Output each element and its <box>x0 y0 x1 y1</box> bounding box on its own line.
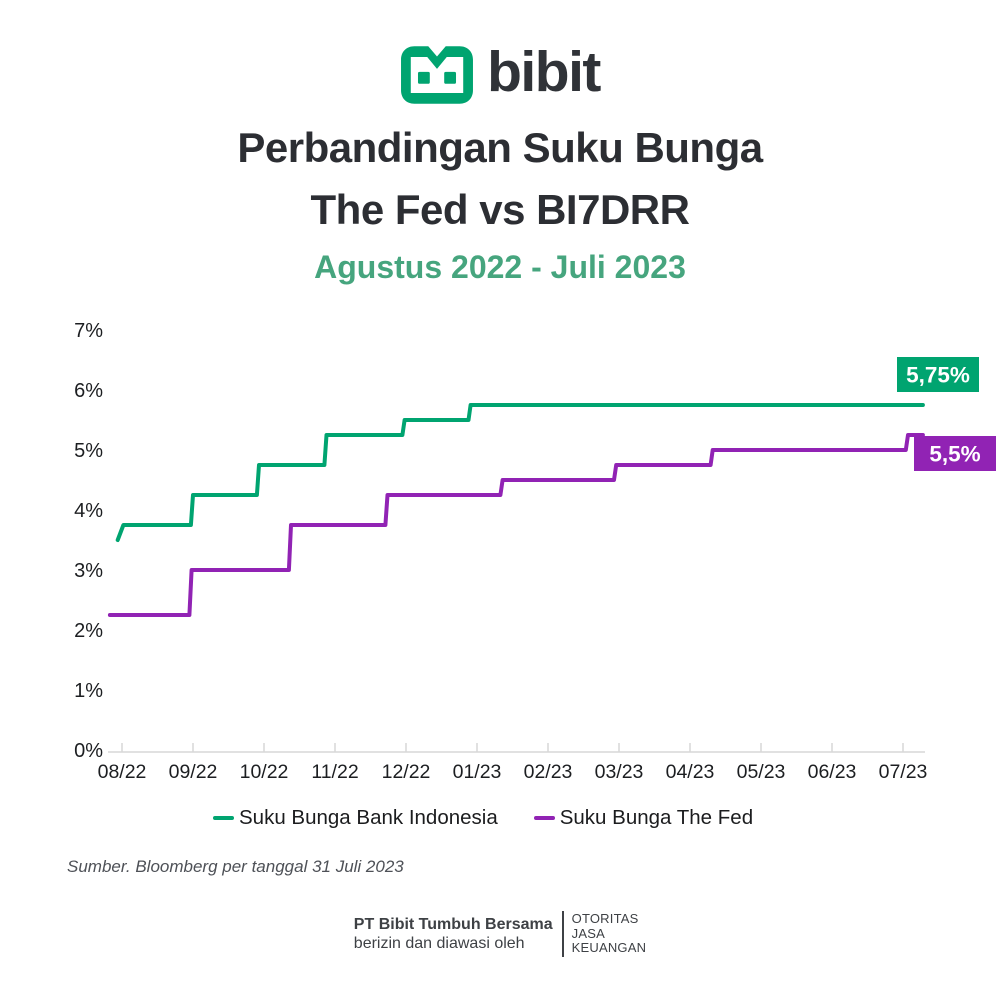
legend-dash-green <box>213 816 234 820</box>
y-tick-label: 2% <box>74 620 103 642</box>
x-tick-label: 01/23 <box>453 761 502 783</box>
x-tick-label: 11/22 <box>311 761 358 783</box>
x-tick-label: 08/22 <box>98 761 147 783</box>
chart-line-bi7drr <box>115 403 925 542</box>
y-tick-label: 3% <box>74 560 103 582</box>
x-tick-label: 10/22 <box>240 761 289 783</box>
chart-period-subtitle: Agustus 2022 - Juli 2023 <box>314 249 686 285</box>
x-tick-label: 04/23 <box>666 761 715 783</box>
brand-logo: bibit <box>0 44 1000 105</box>
legend-item-bank-indonesia: Suku Bunga Bank Indonesia <box>213 806 498 830</box>
y-tick-label: 1% <box>74 680 103 702</box>
x-tick-label: 12/22 <box>382 761 431 783</box>
y-tick-label: 0% <box>74 740 103 762</box>
chart-svg: 08/22 09/22 10/22 11/22 12/22 01/23 02/23 03/23… <box>74 320 996 783</box>
footer: PT Bibit Tumbuh Bersama berizin dan diaw… <box>0 911 1000 957</box>
brand-wordmark: bibit <box>487 40 601 104</box>
source-note: Sumber. Bloomberg per tanggal 31 Juli 20… <box>67 857 404 876</box>
chart-legend: Suku Bunga Bank Indonesia Suku Bunga The… <box>213 806 753 830</box>
x-tick-label: 03/23 <box>595 761 644 783</box>
footer-company-text: PT Bibit Tumbuh Bersama berizin dan diaw… <box>354 915 562 953</box>
x-tick-label: 06/23 <box>808 761 857 783</box>
y-tick-label: 6% <box>74 380 103 402</box>
bibit-logo-icon <box>401 45 474 104</box>
legend-item-the-fed: Suku Bunga The Fed <box>533 806 754 830</box>
footer-company-license: berizin dan diawasi oleh <box>353 935 525 952</box>
legend-label: Suku Bunga Bank Indonesia <box>239 806 498 829</box>
y-tick-label: 5% <box>74 440 103 462</box>
end-badge-label-fed: 5,5% <box>929 442 980 467</box>
y-tick-label: 7% <box>74 320 103 342</box>
x-tick-label: 05/23 <box>737 761 786 783</box>
regulator-ojk-text: OTORITAS JASA KEUANGAN <box>564 912 647 956</box>
end-badge-bi7drr <box>897 357 979 392</box>
legend-dash-purple <box>533 816 555 820</box>
page-title-line2: The Fed vs BI7DRR <box>310 186 690 233</box>
footer-divider <box>561 911 564 957</box>
ojk-line: JASA <box>571 925 605 941</box>
end-badge-fed <box>914 436 996 471</box>
y-tick-label: 4% <box>74 500 103 522</box>
end-badge-label-bi7drr: 5,75% <box>906 363 970 388</box>
x-tick-label: 02/23 <box>524 761 573 783</box>
ojk-line: KEUANGAN <box>571 940 647 956</box>
footer-company-name: PT Bibit Tumbuh Bersama <box>353 916 553 933</box>
chart-line-fed <box>107 433 925 617</box>
legend-label: Suku Bunga The Fed <box>559 806 754 829</box>
page-title-line1: Perbandingan Suku Bunga <box>237 124 763 171</box>
x-tick-label: 07/23 <box>879 761 928 783</box>
x-tick-label: 09/22 <box>169 761 218 783</box>
ojk-line: OTORITAS <box>571 911 639 927</box>
